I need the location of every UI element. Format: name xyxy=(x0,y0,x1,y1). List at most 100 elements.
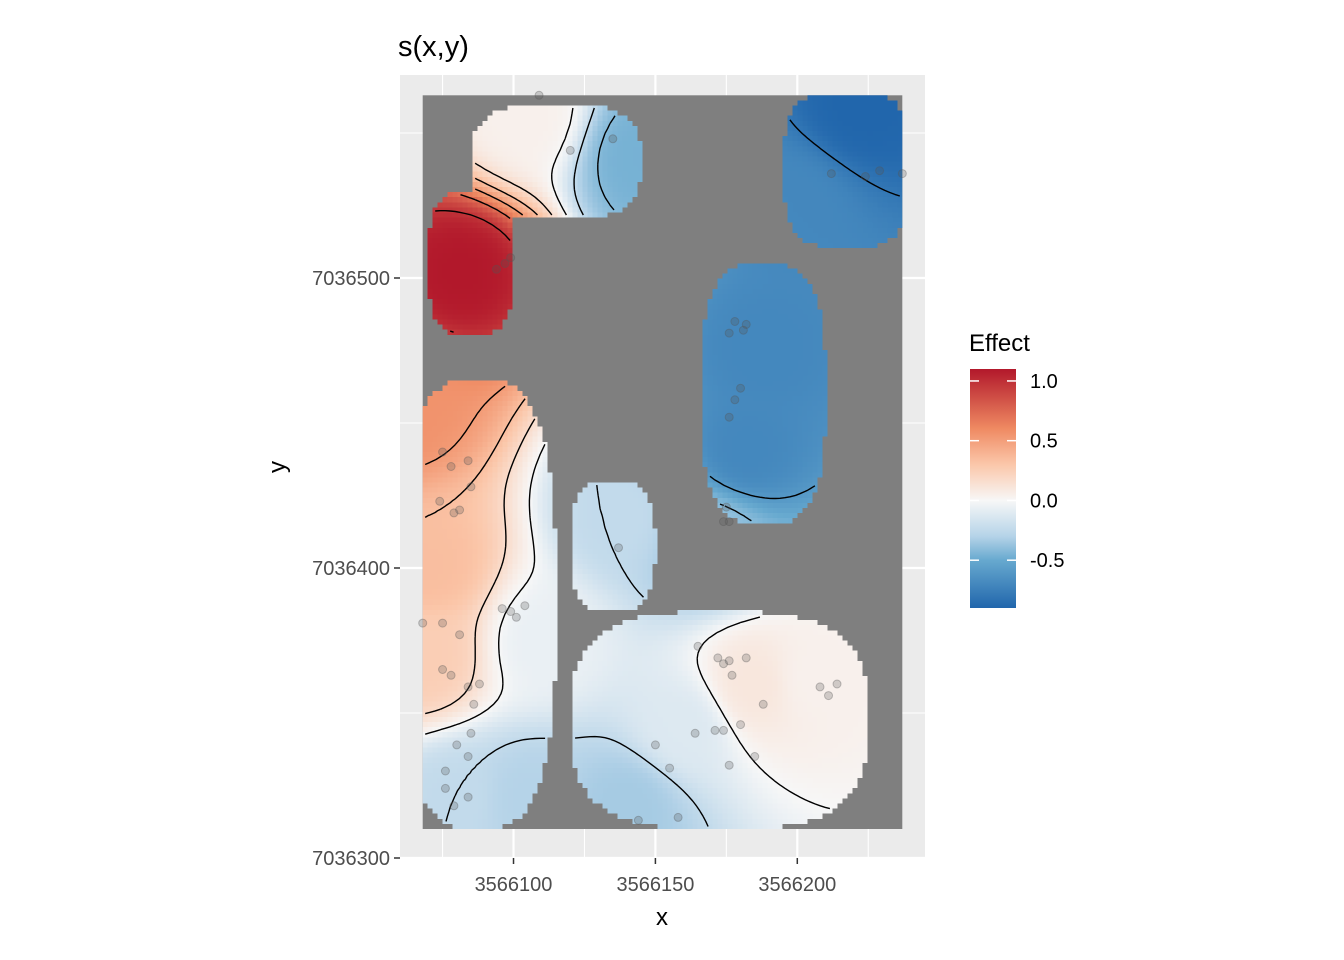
data-point xyxy=(440,766,450,776)
data-point xyxy=(449,508,459,518)
data-point xyxy=(673,812,683,822)
data-point xyxy=(463,792,473,802)
data-point xyxy=(826,169,836,179)
legend: Effect 1.0 0.5 0.0 -0.5 xyxy=(969,330,1064,608)
data-point xyxy=(875,166,885,176)
contour-line xyxy=(789,119,901,197)
legend-tick-label: 0.5 xyxy=(1030,431,1058,453)
data-point xyxy=(469,699,479,709)
contour-line xyxy=(424,177,538,518)
x-tick-label: 3566150 xyxy=(616,874,694,896)
y-axis-title: y xyxy=(264,461,291,473)
data-point xyxy=(506,253,516,263)
data-point xyxy=(438,447,448,457)
data-point xyxy=(491,264,501,274)
x-axis: 3566100 3566150 3566200 xyxy=(475,858,836,896)
data-point xyxy=(736,720,746,730)
data-point xyxy=(506,607,516,616)
data-point xyxy=(815,682,825,692)
contour-line xyxy=(424,188,524,466)
smooth-effect-heatmap xyxy=(422,95,903,830)
y-tick-label: 7036300 xyxy=(312,848,390,870)
data-point xyxy=(758,699,768,709)
data-point xyxy=(608,134,618,144)
data-point xyxy=(534,90,544,100)
data-point xyxy=(736,383,746,393)
data-point xyxy=(650,740,660,750)
data-point xyxy=(738,325,748,335)
data-point xyxy=(449,801,459,811)
x-axis-title: x xyxy=(656,904,668,931)
data-point xyxy=(860,172,870,181)
data-point xyxy=(565,145,575,155)
data-point xyxy=(693,641,703,651)
legend-tick-label: 1.0 xyxy=(1030,371,1058,393)
data-point xyxy=(463,682,473,692)
y-axis: 7036300 7036400 7036500 xyxy=(312,268,400,870)
contour-line xyxy=(425,162,553,715)
data-point xyxy=(719,725,729,735)
legend-ticks: 1.0 0.5 0.0 -0.5 xyxy=(970,371,1064,572)
data-point xyxy=(511,612,521,622)
chart-title: s(x,y) xyxy=(398,31,469,63)
data-point xyxy=(719,517,729,527)
observation-points xyxy=(418,90,907,825)
data-point xyxy=(466,482,476,492)
data-point xyxy=(440,783,450,793)
data-point xyxy=(730,395,740,405)
data-point xyxy=(633,815,643,825)
data-point xyxy=(466,728,476,738)
data-point xyxy=(724,412,734,422)
legend-tick-label: 0.0 xyxy=(1030,490,1058,512)
data-point xyxy=(474,679,484,689)
data-point xyxy=(719,659,729,669)
contour-lines xyxy=(424,107,901,827)
data-point xyxy=(724,517,734,527)
contour-line xyxy=(445,107,709,827)
data-point xyxy=(435,496,445,506)
data-point xyxy=(463,456,473,466)
data-point xyxy=(497,604,507,614)
data-point xyxy=(824,691,834,701)
data-point xyxy=(750,752,760,761)
contour-line xyxy=(460,194,511,219)
data-point xyxy=(741,653,751,663)
data-point xyxy=(724,760,734,770)
data-point xyxy=(446,670,456,680)
legend-tick-label: -0.5 xyxy=(1030,550,1064,572)
data-point xyxy=(730,317,740,326)
y-tick-label: 7036500 xyxy=(312,268,390,290)
data-point xyxy=(710,725,720,735)
data-point xyxy=(724,656,734,666)
x-tick-label: 3566200 xyxy=(758,874,836,896)
data-point xyxy=(727,670,737,680)
data-point xyxy=(438,618,448,628)
data-point xyxy=(520,601,530,611)
data-point xyxy=(500,259,510,268)
data-point xyxy=(724,328,734,338)
data-point xyxy=(665,763,675,773)
data-point xyxy=(832,679,842,689)
contour-line xyxy=(424,107,831,810)
data-point xyxy=(446,462,456,471)
data-point xyxy=(614,543,624,553)
data-point xyxy=(721,502,731,512)
data-point xyxy=(438,665,448,674)
data-point xyxy=(418,618,428,628)
y-tick-label: 7036400 xyxy=(312,558,390,580)
data-point xyxy=(455,505,465,515)
legend-title: Effect xyxy=(969,330,1030,357)
contour-line xyxy=(709,475,816,500)
data-point xyxy=(713,653,723,663)
data-point xyxy=(690,728,700,738)
data-point xyxy=(463,752,473,761)
contour-line xyxy=(435,210,511,333)
legend-colorbar xyxy=(970,369,1016,608)
data-point xyxy=(455,630,465,640)
contour-line xyxy=(597,115,752,522)
data-point xyxy=(741,319,751,329)
data-point xyxy=(452,740,462,750)
data-point xyxy=(897,169,907,179)
x-tick-label: 3566100 xyxy=(475,874,553,896)
